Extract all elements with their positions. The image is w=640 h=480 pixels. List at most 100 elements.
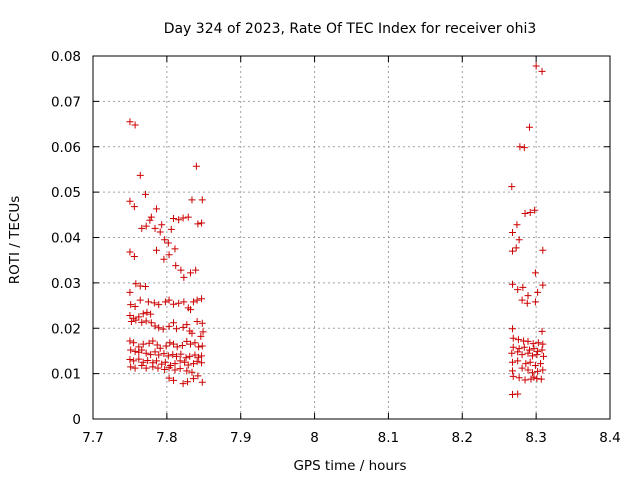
data-point [147,213,155,221]
data-point [183,337,191,345]
data-point [189,298,197,306]
data-point [189,360,197,368]
data-point [167,225,175,233]
data-point [153,246,161,254]
data-point [520,144,528,152]
data-point [538,67,546,75]
data-point [530,373,538,381]
data-point [184,213,192,221]
data-point [193,317,201,325]
data-point [161,366,169,374]
data-point [154,364,162,372]
data-point [198,378,206,386]
data-point [515,345,523,353]
data-point [518,296,526,304]
data-point [509,247,517,255]
data-point [132,316,140,324]
data-point [188,368,196,376]
x-axis-label: GPS time / hours [293,458,406,474]
data-point [149,337,157,345]
data-point [170,376,178,384]
data-point [142,317,150,325]
data-point [178,341,186,349]
data-point [514,286,522,294]
data-point [526,209,534,217]
data-point [139,310,147,318]
data-point [538,346,546,354]
data-point [141,190,149,198]
data-point [144,298,152,306]
data-point [180,298,188,306]
data-point [534,339,542,347]
data-point [524,366,532,374]
data-point [126,248,134,256]
data-point [198,352,206,360]
data-point [529,340,537,348]
x-tick-label: 8.1 [378,430,399,446]
data-point [151,322,159,330]
data-point [173,343,181,351]
data-point [515,236,523,244]
data-point [147,310,155,318]
data-point [509,343,517,351]
data-point [186,306,194,314]
data-point [126,288,134,296]
data-point [512,244,520,252]
data-point [532,62,540,70]
data-point [155,301,163,309]
data-point [183,321,191,329]
data-point [130,203,138,211]
data-point [171,245,179,253]
data-point [175,216,183,224]
data-point [161,298,169,306]
data-point [180,273,188,281]
data-point [149,363,157,371]
data-point [528,369,536,377]
data-point [521,209,529,217]
data-point [513,221,521,229]
data-point [181,358,189,366]
data-point [519,283,527,291]
data-point [530,345,538,353]
x-tick-label: 7.7 [82,430,103,446]
data-point [160,350,168,358]
data-point [525,346,533,354]
data-point [131,364,139,372]
data-point [531,298,539,306]
y-tick-label: 0.04 [51,231,81,247]
data-point [147,351,155,359]
y-tick-label: 0.08 [51,49,81,65]
y-tick-label: 0.01 [51,367,81,383]
data-point [508,183,516,191]
data-point [509,334,517,342]
data-point [139,340,147,348]
data-point [155,351,163,359]
data-point [191,339,199,347]
data-point [171,366,179,374]
data-point [509,325,517,333]
data-point [170,300,178,308]
y-tick-label: 0 [72,412,81,428]
data-point [158,360,166,368]
data-point [175,299,183,307]
data-point [534,288,542,296]
data-point [172,325,180,333]
chart-title: Day 324 of 2023, Rate Of TEC Index for r… [164,21,537,37]
data-point [171,360,179,368]
data-point [525,123,533,131]
data-point [514,348,522,356]
y-tick-label: 0.03 [51,276,81,292]
data-point [126,337,134,345]
data-point [127,346,135,354]
data-point [138,224,146,232]
data-point [155,324,163,332]
data-point [126,118,134,126]
data-point [165,296,173,304]
data-point [138,346,146,354]
data-point [177,350,185,358]
y-tick-label: 0.02 [51,321,81,337]
data-point [165,374,173,382]
data-point [188,196,196,204]
data-point [527,375,535,383]
